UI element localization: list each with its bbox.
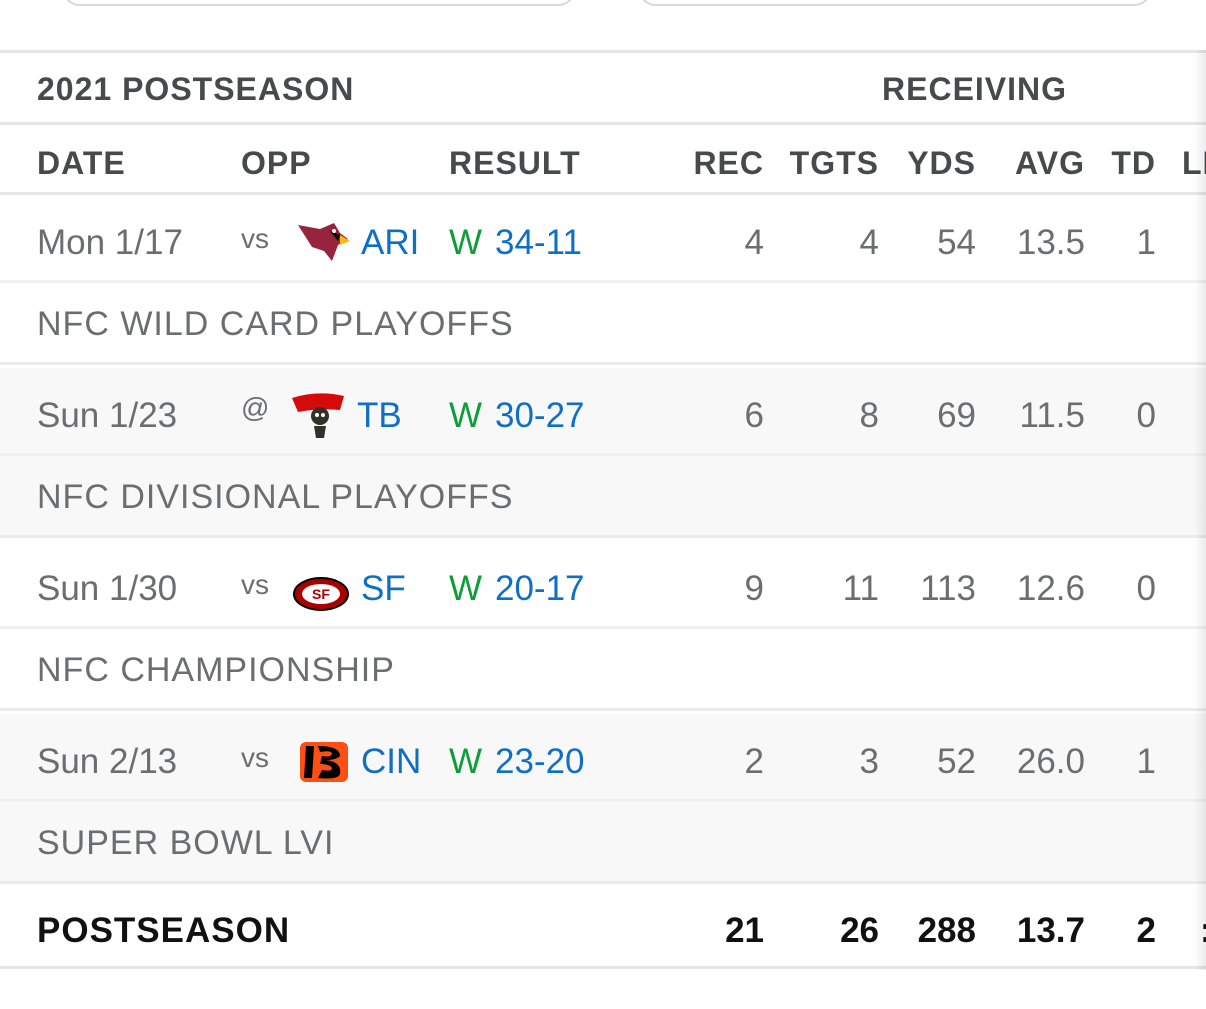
game-round-label: NFC DIVISIONAL PLAYOFFS: [37, 478, 514, 516]
game-note-row: NFC WILD CARD PLAYOFFS: [0, 283, 1206, 365]
game-row: Sun 1/30 vs SF SF W 20-17 9 11 113 12.6 …: [0, 541, 1206, 629]
result-score-link[interactable]: 23-20: [495, 742, 585, 781]
totals-row: POSTSEASON 21 26 288 13.7 2 :: [0, 887, 1206, 969]
stat-tgts: 11: [842, 569, 879, 608]
game-row: Sun 1/23 @ TB W 30-27 6 8 69 11.5 0: [0, 368, 1206, 456]
result-score-link[interactable]: 20-17: [495, 569, 585, 608]
receiving-category-label: RECEIVING: [882, 71, 1068, 107]
result-score-link[interactable]: 34-11: [495, 223, 582, 262]
home-away: vs: [241, 223, 269, 254]
total-rec: 21: [725, 911, 764, 950]
season-filter-dropdown[interactable]: [62, 0, 576, 6]
col-yds[interactable]: YDS: [907, 145, 976, 181]
49ers-logo-icon: SF: [293, 577, 349, 611]
season-label: 2021 POSTSEASON: [37, 71, 355, 107]
opponent-team-link[interactable]: CIN: [361, 742, 422, 781]
opponent-team-link[interactable]: SF: [361, 569, 406, 608]
svg-text:SF: SF: [312, 586, 330, 602]
game-note-row: SUPER BOWL LVI: [0, 802, 1206, 884]
result-wl: W: [449, 742, 483, 781]
opponent-team-link[interactable]: ARI: [361, 223, 420, 262]
type-filter-dropdown[interactable]: [638, 0, 1152, 6]
stat-yds: 52: [937, 742, 976, 781]
total-avg: 13.7: [1016, 911, 1085, 950]
stat-rec: 2: [744, 742, 764, 781]
top-filter-bar: [0, 0, 1206, 50]
col-date[interactable]: DATE: [37, 145, 126, 181]
col-result[interactable]: RESULT: [449, 145, 581, 181]
total-tgts: 26: [840, 911, 879, 950]
total-lng: :: [1200, 911, 1206, 951]
stat-yds: 69: [937, 396, 976, 435]
result-wl: W: [449, 396, 483, 435]
game-date: Sun 1/30: [37, 569, 178, 608]
stat-tgts: 8: [859, 396, 879, 435]
totals-label: POSTSEASON: [37, 911, 291, 950]
total-td: 2: [1136, 911, 1156, 950]
result-wl: W: [449, 569, 483, 608]
opponent-team-link[interactable]: TB: [357, 396, 402, 435]
bengals-logo-icon: [300, 742, 348, 782]
stat-td: 0: [1136, 396, 1156, 435]
col-opp[interactable]: OPP: [241, 145, 312, 181]
stat-tgts: 3: [859, 742, 879, 781]
home-away: @: [241, 392, 270, 423]
stat-rec: 6: [744, 396, 764, 435]
stat-yds: 113: [920, 569, 976, 608]
game-round-label: SUPER BOWL LVI: [37, 824, 335, 862]
game-date: Sun 1/23: [37, 396, 178, 435]
game-date: Sun 2/13: [37, 742, 178, 781]
stat-td: 1: [1136, 223, 1156, 262]
col-rec[interactable]: REC: [693, 145, 764, 181]
stat-avg: 13.5: [1016, 223, 1085, 262]
game-round-label: NFC CHAMPIONSHIP: [37, 651, 395, 689]
col-lng[interactable]: LI: [1182, 145, 1206, 182]
col-tgts[interactable]: TGTS: [789, 145, 879, 181]
game-date: Mon 1/17: [37, 223, 183, 262]
game-row: Mon 1/17 vs ARI W 34-11 4 4 54 13.5 1: [0, 195, 1206, 283]
col-td[interactable]: TD: [1111, 145, 1156, 181]
stat-tgts: 4: [859, 223, 879, 262]
season-header-row: 2021 POSTSEASON RECEIVING: [0, 50, 1206, 122]
stat-avg: 11.5: [1019, 396, 1085, 435]
game-note-row: NFC CHAMPIONSHIP: [0, 629, 1206, 711]
col-avg[interactable]: AVG: [1015, 145, 1085, 181]
stat-td: 1: [1136, 742, 1156, 781]
result-wl: W: [449, 223, 483, 262]
result-score-link[interactable]: 30-27: [495, 396, 585, 435]
stat-rec: 4: [744, 223, 764, 262]
stat-td: 0: [1136, 569, 1156, 608]
home-away: vs: [241, 742, 269, 773]
home-away: vs: [241, 569, 269, 600]
horizontal-scroll-shadow: [1194, 50, 1206, 970]
game-note-row: NFC DIVISIONAL PLAYOFFS: [0, 456, 1206, 538]
cardinals-logo-icon: [298, 223, 350, 261]
stat-yds: 54: [937, 223, 976, 262]
buccaneers-logo-icon: [292, 393, 344, 438]
stat-avg: 12.6: [1016, 569, 1085, 608]
column-header-row: DATE OPP RESULT REC TGTS YDS AVG TD LI: [0, 122, 1206, 195]
game-round-label: NFC WILD CARD PLAYOFFS: [37, 305, 514, 343]
stat-avg: 26.0: [1016, 742, 1085, 781]
total-yds: 288: [917, 911, 976, 950]
game-row: Sun 2/13 vs CIN W 23-20 2 3 52 26.0 1: [0, 714, 1206, 802]
stat-rec: 9: [744, 569, 764, 608]
